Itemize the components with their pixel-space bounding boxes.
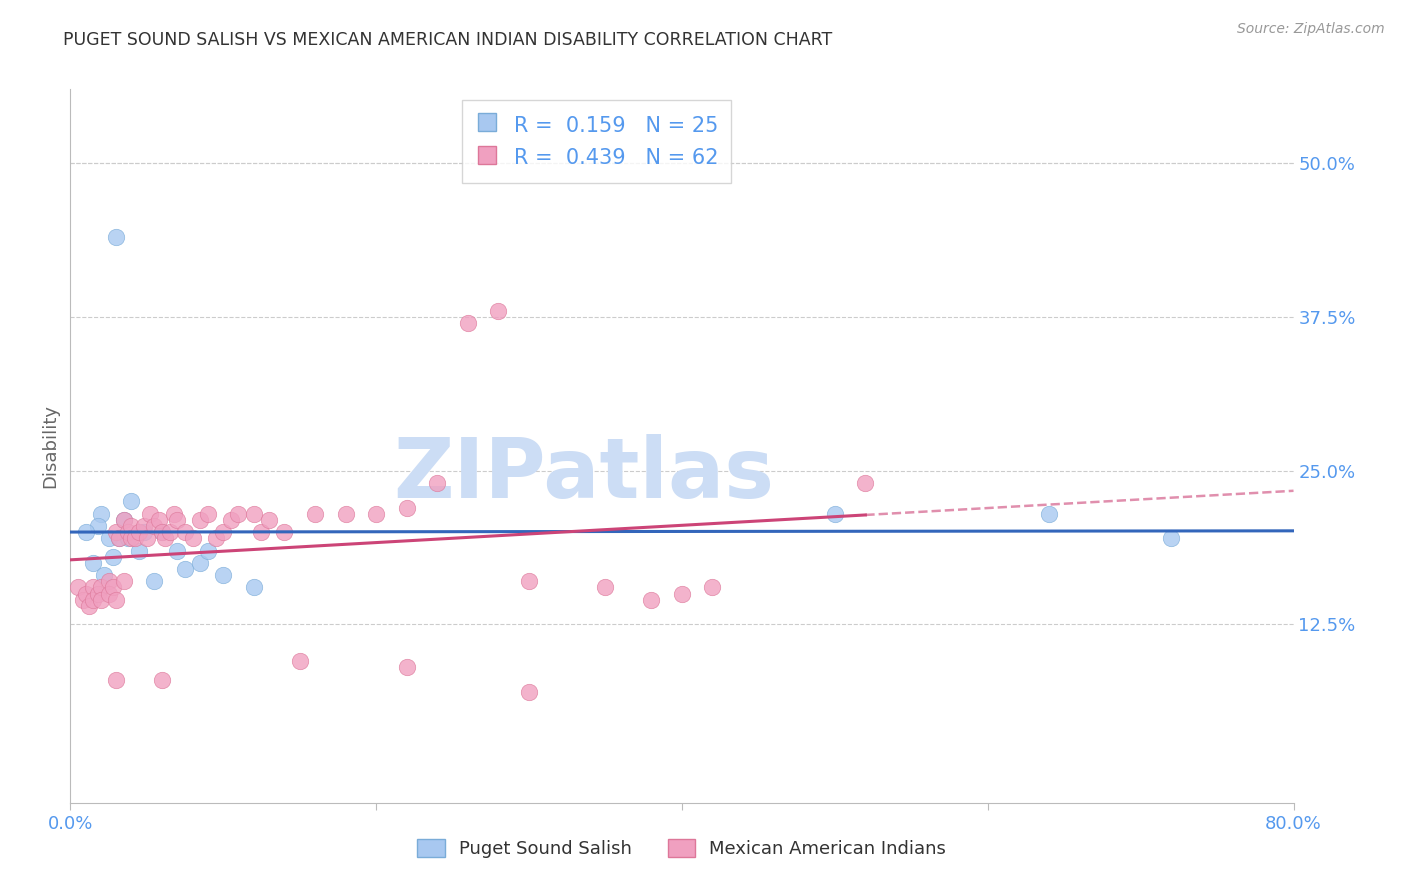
Point	[139, 507, 162, 521]
Point	[108, 531, 131, 545]
Point	[426, 475, 449, 490]
Point	[105, 592, 128, 607]
Point	[250, 525, 273, 540]
Point	[219, 513, 242, 527]
Point	[395, 660, 418, 674]
Point	[105, 525, 128, 540]
Point	[121, 519, 143, 533]
Point	[135, 531, 157, 545]
Point	[66, 581, 89, 595]
Point	[112, 574, 135, 589]
Point	[97, 574, 120, 589]
Point	[82, 581, 104, 595]
Point	[174, 562, 197, 576]
Point	[640, 592, 662, 607]
Point	[87, 519, 110, 533]
Point	[181, 531, 204, 545]
Point	[517, 574, 540, 589]
Point	[128, 525, 150, 540]
Point	[112, 513, 135, 527]
Point	[121, 531, 143, 545]
Point	[335, 507, 357, 521]
Point	[166, 513, 188, 527]
Point	[174, 525, 197, 540]
Point	[197, 543, 219, 558]
Point	[702, 581, 724, 595]
Point	[150, 525, 173, 540]
Point	[121, 494, 143, 508]
Point	[112, 513, 135, 527]
Point	[212, 568, 235, 582]
Point	[75, 525, 97, 540]
Point	[108, 531, 131, 545]
Point	[197, 507, 219, 521]
Point	[87, 587, 110, 601]
Point	[143, 574, 166, 589]
Point	[457, 316, 479, 330]
Point	[82, 592, 104, 607]
Point	[243, 581, 266, 595]
Text: Source: ZipAtlas.com: Source: ZipAtlas.com	[1237, 22, 1385, 37]
Point	[488, 303, 510, 318]
Point	[1038, 507, 1060, 521]
Point	[855, 475, 877, 490]
Point	[128, 543, 150, 558]
Point	[517, 685, 540, 699]
Point	[188, 556, 211, 570]
Point	[395, 500, 418, 515]
Point	[204, 531, 226, 545]
Point	[101, 549, 124, 564]
Point	[132, 525, 155, 540]
Point	[82, 556, 104, 570]
Point	[150, 525, 173, 540]
Point	[824, 507, 846, 521]
Point	[671, 587, 693, 601]
Point	[153, 531, 176, 545]
Text: PUGET SOUND SALISH VS MEXICAN AMERICAN INDIAN DISABILITY CORRELATION CHART: PUGET SOUND SALISH VS MEXICAN AMERICAN I…	[63, 31, 832, 49]
Point	[366, 507, 388, 521]
Point	[159, 525, 181, 540]
Point	[188, 513, 211, 527]
Point	[75, 587, 97, 601]
Point	[105, 230, 128, 244]
Point	[90, 581, 112, 595]
Point	[1160, 531, 1182, 545]
Point	[117, 525, 139, 540]
Point	[163, 507, 186, 521]
Point	[90, 592, 112, 607]
Legend: Puget Sound Salish, Mexican American Indians: Puget Sound Salish, Mexican American Ind…	[411, 831, 953, 865]
Point	[97, 531, 120, 545]
Point	[243, 507, 266, 521]
Point	[257, 513, 280, 527]
Point	[117, 531, 139, 545]
Point	[228, 507, 250, 521]
Point	[288, 654, 311, 668]
Point	[97, 587, 120, 601]
Y-axis label: Disability: Disability	[41, 404, 59, 488]
Point	[90, 507, 112, 521]
Point	[124, 531, 146, 545]
Point	[93, 568, 115, 582]
Text: ZIPatlas: ZIPatlas	[394, 434, 775, 515]
Point	[132, 519, 155, 533]
Point	[150, 673, 173, 687]
Point	[166, 543, 188, 558]
Point	[148, 513, 170, 527]
Point	[143, 519, 166, 533]
Point	[595, 581, 617, 595]
Point	[273, 525, 295, 540]
Point	[72, 592, 94, 607]
Point	[105, 673, 128, 687]
Point	[101, 581, 124, 595]
Point	[212, 525, 235, 540]
Point	[304, 507, 326, 521]
Point	[77, 599, 100, 613]
